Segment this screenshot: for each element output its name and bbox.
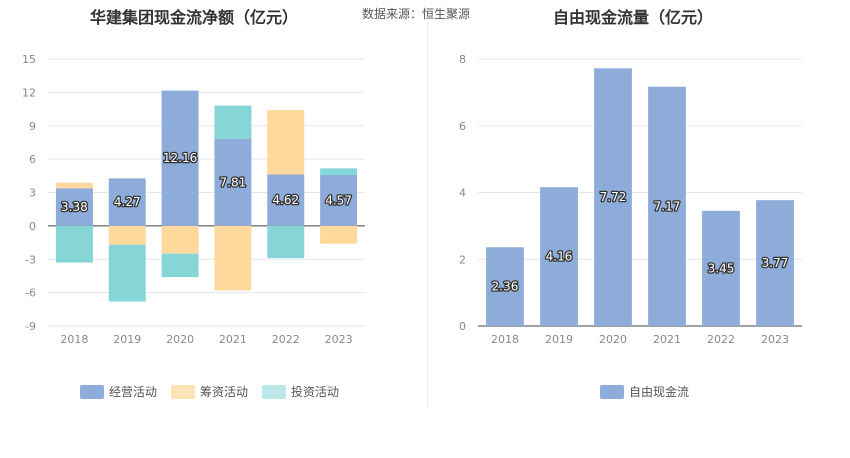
fcf-bar-1 — [702, 210, 740, 326]
cashflow-bar-1 — [320, 175, 358, 226]
left-chart-legend: 经营活动 筹资活动 投资活动 — [80, 383, 353, 400]
cashflow-y-tick-label: -9 — [25, 320, 36, 333]
panel-divider — [427, 20, 428, 408]
cashflow-y-tick-label: 12 — [22, 86, 36, 99]
right-chart-legend: 自由现金流 — [600, 383, 703, 400]
fcf-data-label: 3.77 — [762, 256, 789, 270]
cashflow-bar-1 — [108, 178, 146, 226]
fcf-data-label-halo: 2.36 — [492, 280, 519, 294]
cashflow-data-label: 7.81 — [220, 175, 247, 189]
cashflow-bar-1 — [161, 90, 199, 226]
cashflow-bar-3 — [267, 225, 305, 259]
cashflow-data-label-halo: 7.81 — [220, 175, 247, 189]
legend-swatch-free-cash-flow — [600, 384, 624, 399]
cashflow-y-tick-label: 15 — [22, 53, 36, 66]
cashflow-data-label-halo: 12.16 — [163, 151, 197, 165]
fcf-y-tick-label: 6 — [459, 120, 466, 133]
fcf-data-label: 3.45 — [708, 261, 735, 275]
fcf-y-tick-label: 4 — [459, 187, 466, 200]
legend-label-financing: 筹资活动 — [200, 385, 249, 399]
cashflow-data-label-halo: 4.62 — [272, 193, 299, 207]
cashflow-x-tick-label: 2019 — [113, 333, 141, 346]
cashflow-x-tick-label: 2020 — [166, 333, 194, 346]
cashflow-y-tick-label: 9 — [29, 120, 36, 133]
fcf-data-label: 7.17 — [654, 199, 681, 213]
fcf-data-label: 4.16 — [546, 250, 573, 264]
legend-item-operating[interactable]: 经营活动 — [80, 383, 157, 400]
fcf-x-tick-label: 2020 — [599, 333, 627, 346]
fcf-data-label: 7.72 — [600, 190, 627, 204]
fcf-x-tick-label: 2018 — [491, 333, 519, 346]
cashflow-y-tick-label: 0 — [29, 220, 36, 233]
fcf-bar-1 — [756, 200, 794, 326]
cashflow-data-label-halo: 4.57 — [325, 193, 352, 207]
cashflow-data-label-halo: 3.38 — [61, 200, 88, 214]
data-source-text: 数据来源：恒生聚源 — [362, 7, 471, 21]
fcf-y-tick-label: 0 — [459, 320, 466, 333]
cashflow-data-label: 4.57 — [325, 193, 352, 207]
cashflow-bar-2 — [320, 225, 358, 244]
cashflow-y-tick-label: 6 — [29, 153, 36, 166]
fcf-data-label-halo: 4.16 — [546, 250, 573, 264]
cashflow-data-label: 12.16 — [163, 151, 197, 165]
fcf-x-tick-label: 2022 — [707, 333, 735, 346]
legend-item-investing[interactable]: 投资活动 — [262, 383, 339, 400]
fcf-data-label-halo: 7.17 — [654, 199, 681, 213]
cashflow-bar-2 — [108, 225, 146, 245]
fcf-y-tick-label: 8 — [459, 53, 466, 66]
fcf-bar-1 — [648, 86, 686, 326]
cashflow-bar-1 — [55, 188, 93, 226]
legend-swatch-operating — [80, 384, 104, 399]
legend-label-investing: 投资活动 — [291, 385, 340, 399]
cashflow-data-label: 4.27 — [114, 195, 141, 209]
cashflow-bar-3 — [214, 105, 252, 139]
cashflow-bar-2 — [55, 182, 93, 189]
cashflow-y-tick-label: -6 — [25, 287, 36, 300]
fcf-bar-1 — [540, 187, 578, 326]
right-chart-title: 自由现金流量（亿元） — [553, 8, 714, 27]
fcf-data-label-halo: 3.77 — [762, 256, 789, 270]
fcf-bar-1 — [486, 247, 524, 326]
left-chart-title: 华建集团现金流净额（亿元） — [90, 8, 299, 27]
cashflow-bar-1 — [214, 138, 252, 226]
legend-label-operating: 经营活动 — [109, 385, 158, 399]
cashflow-data-label-halo: 4.27 — [114, 195, 141, 209]
cashflow-y-tick-label: 3 — [29, 187, 36, 200]
cashflow-bar-2 — [161, 225, 199, 254]
fcf-x-tick-label: 2019 — [545, 333, 573, 346]
fcf-data-label-halo: 3.45 — [708, 261, 735, 275]
cashflow-data-label: 3.38 — [61, 200, 88, 214]
cashflow-bar-3 — [108, 244, 146, 302]
legend-swatch-investing — [262, 384, 287, 399]
cashflow-x-tick-label: 2018 — [60, 333, 88, 346]
cashflow-bar-1 — [267, 174, 305, 226]
fcf-y-tick-label: 2 — [459, 253, 466, 266]
fcf-bar-1 — [594, 68, 632, 326]
fcf-data-label-halo: 7.72 — [600, 190, 627, 204]
legend-swatch-financing — [171, 384, 196, 399]
cashflow-bar-3 — [161, 253, 199, 278]
cashflow-y-tick-label: -3 — [25, 253, 36, 266]
fcf-x-tick-label: 2023 — [761, 333, 789, 346]
cashflow-x-tick-label: 2022 — [272, 333, 300, 346]
cashflow-bar-2 — [267, 109, 305, 175]
fcf-data-label: 2.36 — [492, 280, 519, 294]
legend-item-free-cash-flow[interactable]: 自由现金流 — [600, 383, 689, 400]
cashflow-x-tick-label: 2023 — [325, 333, 353, 346]
legend-item-financing[interactable]: 筹资活动 — [171, 383, 248, 400]
fcf-x-tick-label: 2021 — [653, 333, 681, 346]
cashflow-bar-3 — [320, 168, 358, 176]
cashflow-data-label: 4.62 — [272, 193, 299, 207]
cashflow-x-tick-label: 2021 — [219, 333, 247, 346]
cashflow-bar-3 — [55, 225, 93, 263]
cashflow-bar-2 — [214, 225, 252, 291]
legend-label-free-cash-flow: 自由现金流 — [629, 385, 690, 399]
